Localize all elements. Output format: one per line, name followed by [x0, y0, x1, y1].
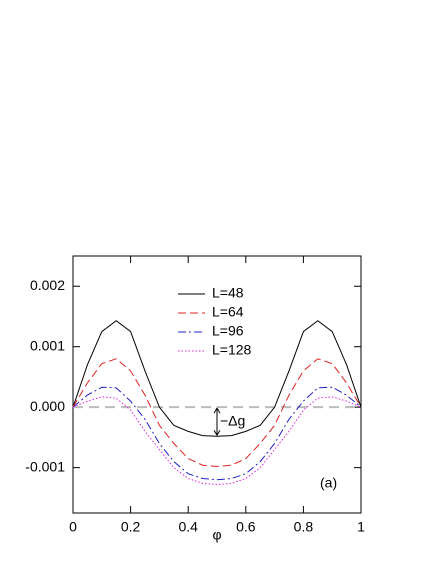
arrow-head: [213, 407, 221, 437]
y-tick-label: 0.001: [30, 337, 65, 353]
x-axis-label: φ: [212, 527, 221, 543]
plot-frame: [72, 255, 362, 514]
y-tick-label: -0.001: [25, 458, 65, 474]
series-line: [72, 320, 362, 437]
legend-label: L=96: [212, 323, 244, 339]
legend-label: L=64: [212, 304, 244, 320]
legend-label: L=128: [212, 342, 252, 358]
legend-label: L=48: [212, 285, 244, 301]
series-line: [72, 396, 362, 486]
x-tick-label: 0.8: [294, 519, 314, 535]
series-line: [72, 386, 362, 481]
y-tick-label: 0.000: [30, 398, 65, 414]
x-tick-label: 0.2: [121, 519, 141, 535]
annotation: −Δg: [220, 412, 245, 428]
x-tick-label: 1: [357, 519, 365, 535]
y-tick-label: 0.002: [30, 277, 65, 293]
annotation: (a): [320, 475, 337, 491]
series-line: [72, 358, 362, 467]
x-tick-label: 0.6: [236, 519, 256, 535]
x-tick-label: 0.4: [178, 519, 198, 535]
x-tick-label: 0: [69, 519, 77, 535]
